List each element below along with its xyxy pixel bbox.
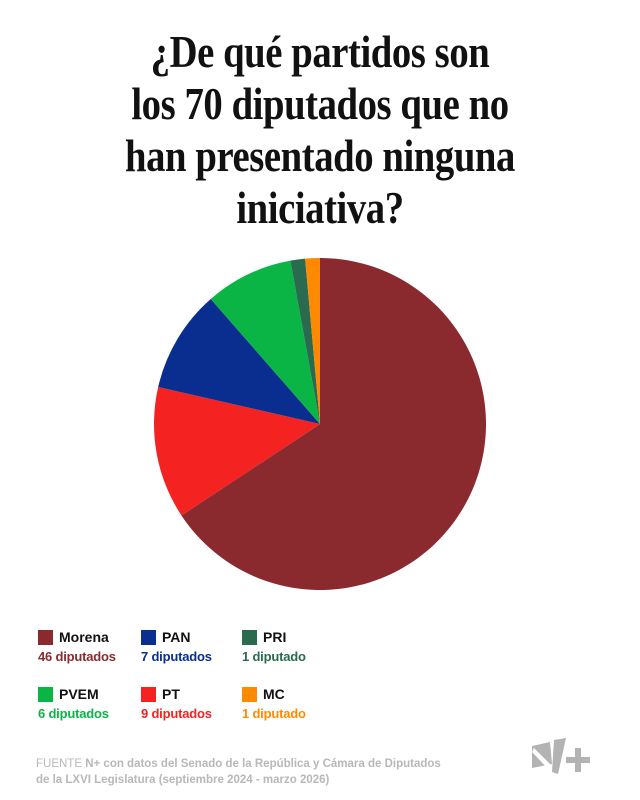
legend-item-morena: Morena 46 diputados: [38, 628, 148, 664]
pie-slice-pt: [154, 387, 320, 516]
legend-count: 46 diputados: [38, 649, 116, 664]
legend-count: 9 diputados: [141, 706, 212, 721]
legend-swatch: [141, 686, 156, 702]
pie-chart: [154, 258, 487, 590]
title-line: han presentado ninguna: [125, 131, 515, 181]
legend-item-mc: MC 1 diputado: [242, 685, 352, 721]
title-line: ¿De qué partidos son: [150, 27, 490, 77]
legend-count: 1 diputado: [242, 706, 306, 721]
pie-slice-pan: [158, 298, 320, 424]
legend-label: PT: [162, 686, 180, 702]
pie-slice-morena: [181, 258, 487, 590]
title-line: los 70 diputados que no: [131, 79, 509, 129]
legend-label: Morena: [59, 629, 109, 645]
chart-title: ¿De qué partidos son los 70 diputados qu…: [45, 26, 595, 234]
legend-swatch: [38, 629, 53, 645]
legend-swatch: [38, 686, 53, 702]
legend-count: 7 diputados: [141, 649, 212, 664]
legend-swatch: [141, 629, 156, 645]
legend-label: PRI: [263, 629, 287, 645]
legend-count: 1 diputado: [242, 649, 306, 664]
legend-label: MC: [263, 686, 285, 702]
source-text-line1: N+ con datos del Senado de la República …: [85, 758, 441, 770]
legend-item-pan: PAN 7 diputados: [141, 628, 251, 664]
legend-item-pt: PT 9 diputados: [141, 685, 251, 721]
title-line: iniciativa?: [236, 183, 404, 233]
n-plus-logo-icon: [532, 738, 590, 774]
legend-item-pvem: PVEM 6 diputados: [38, 685, 148, 721]
legend-label: PVEM: [59, 686, 99, 702]
source-label: FUENTE: [36, 758, 82, 770]
pie-slice-mc: [305, 258, 320, 424]
legend-swatch: [242, 686, 257, 702]
pie-slice-pvem: [210, 260, 320, 424]
source-note: FUENTE N+ con datos del Senado de la Rep…: [36, 756, 441, 788]
legend-count: 6 diputados: [38, 706, 109, 721]
source-text-line2: de la LXVI Legislatura (septiembre 2024 …: [36, 774, 330, 786]
legend-item-pri: PRI 1 diputado: [242, 628, 352, 664]
legend-swatch: [242, 629, 257, 645]
pie-slice-pri: [290, 258, 320, 424]
legend-label: PAN: [162, 629, 191, 645]
